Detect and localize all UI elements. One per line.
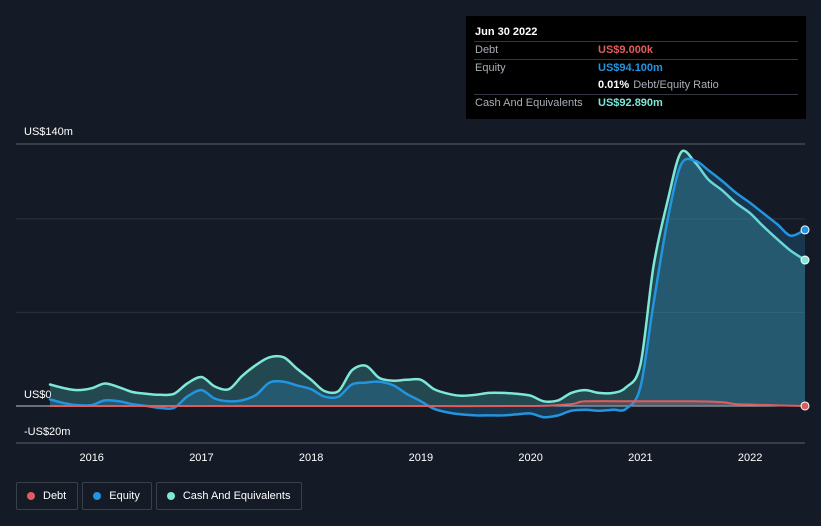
legend-debt-label: Debt xyxy=(43,490,67,502)
chart-legend: Debt Equity Cash And Equivalents xyxy=(16,482,306,510)
y-axis-labels: US$140m US$0 -US$20m xyxy=(24,126,73,438)
equity-end-marker xyxy=(800,225,810,235)
tooltip-ratio-label: Debt/Equity Ratio xyxy=(633,79,719,91)
tooltip-equity-row: Equity US$94.100m xyxy=(474,59,798,77)
tooltip-debt-value: US$9.000k xyxy=(598,44,654,56)
debt-line xyxy=(49,400,806,408)
y-tick-label: -US$20m xyxy=(24,426,70,438)
chart-end-markers xyxy=(800,225,810,411)
debt-area xyxy=(50,401,805,407)
cash-end-marker xyxy=(800,255,810,265)
debt-end-marker xyxy=(800,401,810,411)
y-tick-label: US$140m xyxy=(24,126,73,138)
x-axis-labels: 2016 2017 2018 2019 2020 2021 2022 xyxy=(79,452,762,464)
tooltip-equity-value: US$94.100m xyxy=(598,62,663,74)
chart-series xyxy=(48,149,807,419)
tooltip-ratio-value: 0.01% xyxy=(598,79,630,91)
legend-item-cash[interactable]: Cash And Equivalents xyxy=(155,482,303,510)
legend-equity-label: Equity xyxy=(109,490,140,502)
x-tick-label: 2016 xyxy=(79,452,103,464)
x-tick-label: 2018 xyxy=(299,452,323,464)
tooltip-ratio-row: 0.01% Debt/Equity Ratio xyxy=(474,77,798,94)
tooltip-debt-label: Debt xyxy=(475,44,499,56)
data-tooltip: Jun 30 2022 Debt US$9.000k Equity US$94.… xyxy=(466,16,806,119)
equity-area xyxy=(50,158,805,418)
cash-line xyxy=(48,149,807,403)
x-tick-label: 2020 xyxy=(518,452,542,464)
tooltip-cash-row: Cash And Equivalents US$92.890m xyxy=(474,94,798,112)
debt-dot-icon xyxy=(27,492,35,500)
x-tick-label: 2022 xyxy=(738,452,762,464)
tooltip-debt-row: Debt US$9.000k xyxy=(474,41,798,59)
cash-area xyxy=(50,150,805,406)
tooltip-cash-value: US$92.890m xyxy=(598,97,663,109)
tooltip-date: Jun 30 2022 xyxy=(475,26,538,38)
tooltip-cash-label: Cash And Equivalents xyxy=(475,97,583,109)
x-tick-label: 2021 xyxy=(628,452,652,464)
legend-item-debt[interactable]: Debt xyxy=(16,482,79,510)
tooltip-equity-label: Equity xyxy=(475,62,506,74)
legend-cash-label: Cash And Equivalents xyxy=(182,490,291,502)
y-tick-label: US$0 xyxy=(24,389,52,401)
cash-dot-icon xyxy=(166,492,175,500)
x-tick-label: 2019 xyxy=(409,452,433,464)
x-tick-label: 2017 xyxy=(189,452,213,464)
equity-dot-icon xyxy=(93,492,102,500)
legend-item-equity[interactable]: Equity xyxy=(82,482,152,510)
